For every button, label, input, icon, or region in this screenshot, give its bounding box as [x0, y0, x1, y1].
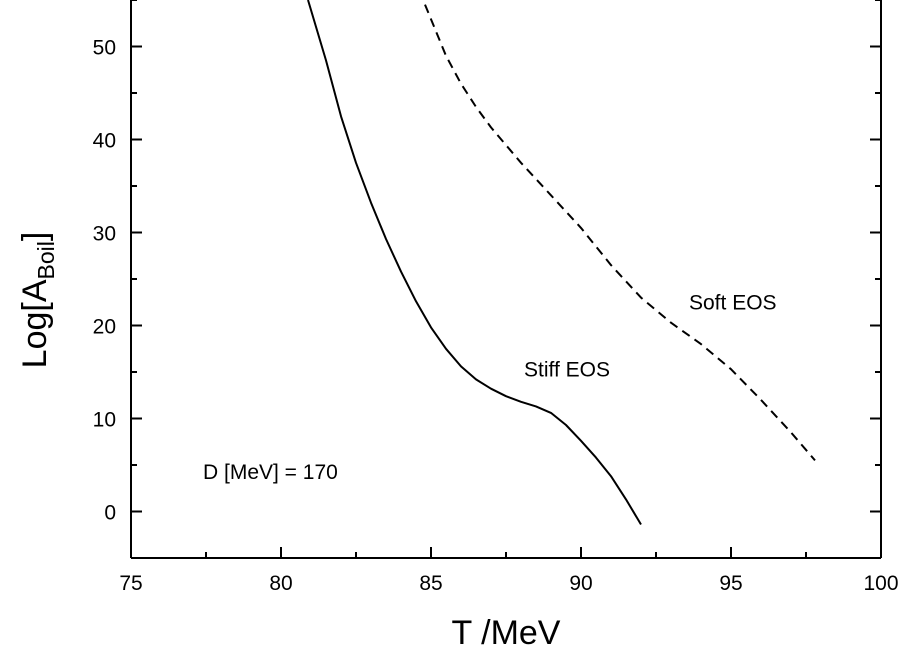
y-tick-label: 30	[93, 223, 116, 246]
x-tick-label: 80	[269, 572, 292, 595]
x-axis-title: T /MeV	[452, 614, 561, 651]
y-tick-label: 40	[93, 130, 116, 153]
y-axis-title-end: ]	[16, 232, 54, 241]
x-tick-label: 85	[419, 572, 442, 595]
series-line-soft-eos	[424, 4, 816, 462]
annotation-label: Soft EOS	[689, 292, 777, 315]
series-layer	[307, 0, 816, 526]
x-tick-label: 90	[569, 572, 592, 595]
y-tick-label: 10	[93, 409, 116, 432]
axes: 75 80 85 90 95 100 0 10 20 30 40 50	[93, 0, 899, 595]
annotation-layer: D [MeV] = 170 Stiff EOS Soft EOS	[203, 292, 777, 484]
y-tick-label: 20	[93, 316, 116, 339]
annotation-label: D [MeV] = 170	[203, 461, 338, 484]
y-tick-label: 50	[93, 37, 116, 60]
y-axis-title-sub: Boil	[33, 241, 59, 279]
x-tick-label: 95	[719, 572, 742, 595]
annotation-label: Stiff EOS	[524, 359, 610, 382]
x-tick-label: 100	[863, 572, 898, 595]
series-line-stiff-eos	[307, 0, 642, 526]
y-axis-title-main: Log[A	[16, 279, 54, 368]
y-axis-title: Log[ABoil]	[16, 232, 59, 369]
x-tick-label: 75	[119, 572, 142, 595]
y-tick-label: 0	[104, 502, 116, 525]
